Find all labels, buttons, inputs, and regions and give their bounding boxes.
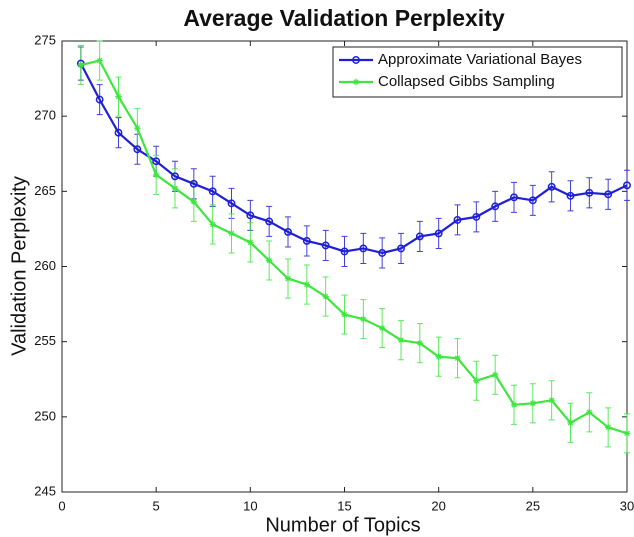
data-point: [604, 190, 613, 199]
data-point: [415, 232, 424, 241]
data-point: [134, 124, 141, 132]
data-point: [547, 182, 556, 191]
data-point: [528, 196, 537, 205]
x-tick-label: 25: [526, 498, 540, 513]
data-point: [585, 188, 594, 197]
y-axis-label: Validation Perplexity: [8, 176, 30, 356]
y-tick-label: 260: [34, 258, 56, 273]
data-point: [491, 202, 500, 211]
data-point: [228, 230, 235, 237]
chart-title: Average Validation Perplexity: [183, 5, 504, 31]
data-point: [322, 293, 329, 300]
data-point: [208, 187, 217, 196]
data-point: [566, 191, 575, 200]
y-tick-label: 245: [34, 483, 56, 498]
x-axis-label: Number of Topics: [265, 514, 420, 536]
data-point: [95, 95, 104, 104]
x-tick-label: 20: [431, 498, 445, 513]
data-point: [303, 281, 311, 288]
data-point: [284, 227, 292, 236]
data-point: [360, 315, 367, 323]
data-point: [567, 419, 574, 427]
x-tick-label: 5: [153, 498, 160, 513]
data-point: [341, 311, 348, 318]
legend: Approximate Variational Bayes Collapsed G…: [332, 46, 623, 98]
y-tick-label: 270: [34, 108, 56, 123]
data-point: [321, 241, 330, 250]
data-point: [586, 409, 593, 416]
data-point: [284, 275, 292, 282]
data-point: [473, 377, 480, 384]
data-point: [435, 353, 442, 360]
data-point: [340, 247, 349, 256]
data-point: [77, 61, 85, 69]
data-point: [114, 128, 123, 137]
data-point: [227, 199, 236, 208]
data-point: [247, 239, 254, 246]
data-point: [189, 179, 198, 188]
x-tick-label: 10: [243, 498, 257, 513]
data-point: [171, 185, 179, 192]
data-point: [246, 211, 255, 220]
series-line: [80, 59, 628, 435]
data-point: [623, 430, 631, 437]
data-point: [115, 93, 122, 100]
legend-label: Approximate Variational Bayes: [378, 51, 582, 68]
y-tick-label: 255: [34, 333, 56, 348]
data-point: [434, 229, 443, 238]
data-point: [510, 401, 518, 409]
data-point: [491, 371, 499, 378]
data-point: [453, 215, 462, 224]
data-point: [472, 212, 481, 221]
legend-marker: [352, 78, 360, 86]
data-point: [623, 181, 631, 190]
legend-label: Collapsed Gibbs Sampling: [378, 73, 555, 90]
data-point: [171, 172, 179, 181]
data-point: [529, 400, 537, 407]
data-point: [96, 57, 103, 64]
data-point: [548, 397, 555, 404]
data-point: [378, 324, 386, 332]
data-point: [209, 221, 216, 228]
data-point: [190, 198, 198, 206]
y-tick-label: 265: [34, 183, 56, 198]
data-point: [152, 157, 161, 166]
data-point: [265, 217, 274, 226]
legend-marker: [352, 56, 360, 64]
x-tick-label: 15: [337, 498, 351, 513]
data-point: [397, 336, 405, 344]
y-tick-label: 275: [34, 32, 56, 47]
data-point: [604, 424, 612, 431]
data-point: [416, 339, 424, 347]
data-point: [454, 355, 461, 362]
x-tick-label: 30: [620, 498, 634, 513]
data-point: [378, 249, 387, 257]
data-point: [152, 171, 160, 178]
y-tick-label: 250: [34, 408, 56, 423]
data-point: [359, 244, 368, 253]
data-point: [265, 257, 273, 264]
data-point: [397, 244, 405, 253]
x-tick-label: 0: [58, 498, 65, 513]
data-point: [302, 236, 311, 245]
data-point: [510, 193, 518, 202]
legend-box: [332, 46, 623, 98]
data-point: [133, 145, 142, 154]
